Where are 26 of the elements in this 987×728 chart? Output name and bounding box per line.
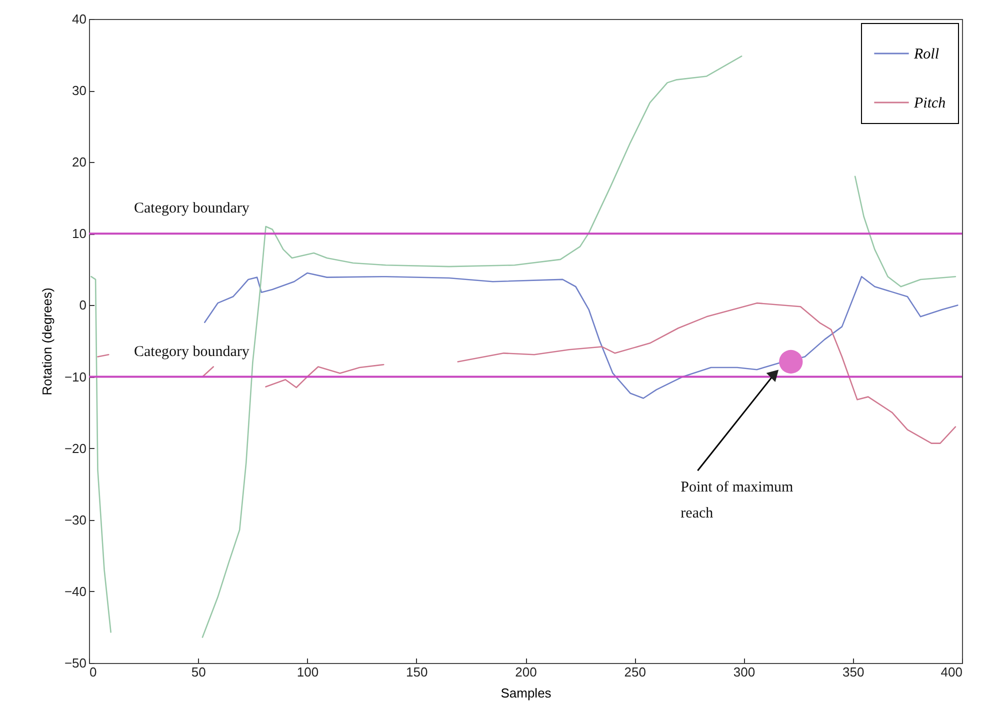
x-tick-label: 250 bbox=[624, 664, 646, 680]
ref-line-label: Category boundary bbox=[134, 200, 250, 217]
y-tick-label: 10 bbox=[72, 226, 86, 242]
x-tick-label: 350 bbox=[842, 664, 864, 680]
legend-label: Roll bbox=[913, 46, 939, 62]
y-tick-label: 30 bbox=[72, 83, 86, 98]
x-tick-label: 0 bbox=[90, 664, 97, 680]
legend-label: Pitch bbox=[913, 96, 946, 112]
y-tick-label: 20 bbox=[72, 154, 86, 170]
y-tick-label: −20 bbox=[64, 440, 86, 456]
y-axis-title: Rotation (degrees) bbox=[39, 288, 54, 396]
ref-line-label: Category boundary bbox=[134, 344, 250, 360]
x-tick-label: 300 bbox=[733, 664, 756, 680]
annotation: Point of maximum reach bbox=[680, 480, 794, 522]
y-tick-label: 40 bbox=[72, 12, 86, 26]
y-tick-label: 0 bbox=[79, 298, 86, 313]
x-tick-label: 100 bbox=[296, 664, 319, 680]
y-tick-label: −30 bbox=[64, 512, 86, 528]
x-tick-label: 200 bbox=[515, 664, 537, 680]
x-tick-label: 50 bbox=[191, 664, 206, 680]
y-tick-label: −50 bbox=[64, 656, 86, 670]
x-axis-title: Samples bbox=[500, 686, 552, 700]
x-tick-label: 400 bbox=[940, 664, 962, 680]
y-tick-label: −10 bbox=[64, 369, 86, 384]
x-tick-label: 150 bbox=[406, 664, 428, 680]
y-tick-label: −40 bbox=[64, 584, 86, 599]
